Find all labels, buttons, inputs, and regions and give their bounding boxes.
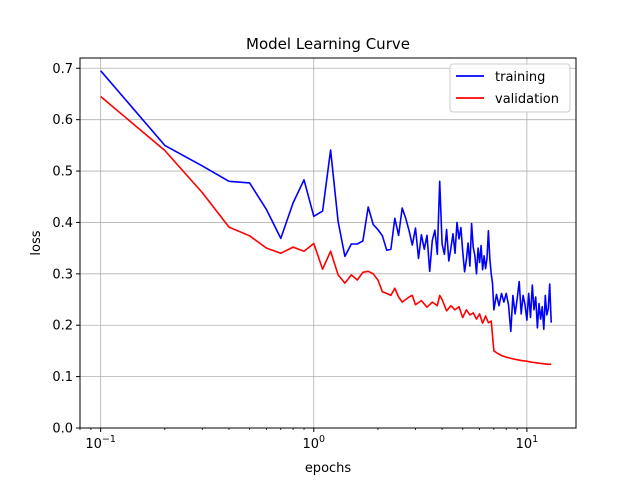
x-axis: 10−1 100 101 bbox=[79, 428, 539, 452]
x-tick-base: 10 bbox=[516, 437, 533, 452]
series-layer bbox=[100, 70, 552, 366]
x-tick-label: 100 bbox=[302, 434, 325, 452]
y-axis-title: loss bbox=[29, 230, 44, 255]
x-tick-label: 10−1 bbox=[85, 434, 116, 452]
series-line-validation bbox=[100, 95, 552, 366]
y-tick-label: 0.1 bbox=[52, 370, 73, 385]
y-axis: 0.0 0.1 0.2 0.3 0.4 0.5 0.6 0.7 bbox=[52, 62, 80, 437]
x-tick-label: 101 bbox=[516, 434, 539, 452]
y-tick-label: 0.2 bbox=[52, 319, 73, 334]
x-tick-exponent: −1 bbox=[102, 434, 116, 445]
x-tick-exponent: 1 bbox=[532, 434, 538, 445]
grid bbox=[80, 58, 576, 429]
plot-frame bbox=[79, 57, 577, 429]
x-tick-exponent: 0 bbox=[319, 434, 325, 445]
y-tick-label: 0.7 bbox=[52, 62, 73, 77]
y-tick-label: 0.3 bbox=[52, 267, 73, 282]
series-line-training bbox=[100, 70, 552, 333]
legend-label-training: training bbox=[495, 70, 545, 85]
chart-title: Model Learning Curve bbox=[246, 35, 410, 53]
x-tick-base: 10 bbox=[85, 437, 102, 452]
legend: training validation bbox=[449, 63, 571, 113]
y-tick-label: 0.4 bbox=[52, 216, 73, 231]
x-axis-title: epochs bbox=[305, 461, 352, 476]
y-tick-label: 0.0 bbox=[52, 422, 73, 437]
y-tick-label: 0.6 bbox=[52, 113, 73, 128]
y-tick-label: 0.5 bbox=[52, 165, 73, 180]
x-tick-base: 10 bbox=[302, 437, 319, 452]
legend-label-validation: validation bbox=[495, 92, 559, 107]
